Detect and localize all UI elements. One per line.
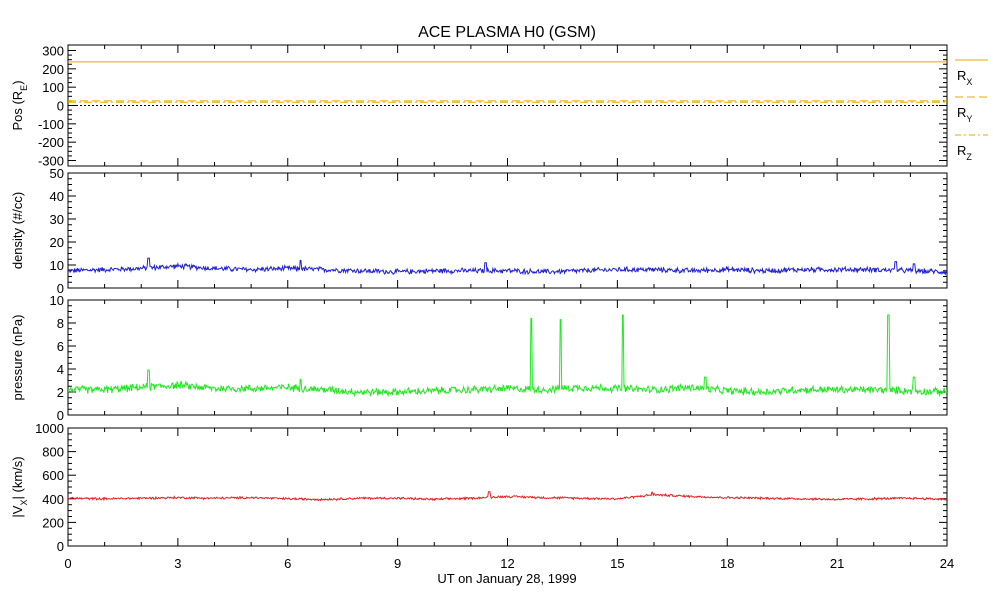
y-tick-label: 200 [42, 62, 64, 77]
panel-frame-position [67, 44, 948, 167]
panel-frame-pressure [67, 299, 948, 416]
y-tick-label: 0 [57, 99, 64, 114]
x-tick-label: 3 [174, 556, 181, 571]
y-tick-label: 50 [50, 166, 64, 181]
x-tick-label: 9 [394, 556, 401, 571]
x-tick-label: 18 [720, 556, 734, 571]
x-tick-label: 0 [64, 556, 71, 571]
x-tick-label: 21 [830, 556, 844, 571]
chart-title: ACE PLASMA H0 (GSM) [418, 24, 596, 41]
legend-label-z: RZ [957, 143, 972, 162]
y-tick-label: 1000 [35, 421, 64, 436]
y-tick-label: 800 [42, 445, 64, 460]
y-tick-label: 20 [50, 235, 64, 250]
y-axis-label-velocity: |VX| (km/s) [10, 456, 29, 517]
y-axis-label-pressure: pressure (nPa) [10, 315, 25, 401]
y-tick-label: 40 [50, 189, 64, 204]
y-tick-label: -100 [38, 117, 64, 132]
legend-layer: RX RY RZ [955, 59, 988, 162]
y-tick-label: 400 [42, 492, 64, 507]
y-axis-label-position: Pos (RE) [10, 80, 29, 130]
y-tick-label: 0 [57, 539, 64, 554]
legend-label-y: RY [957, 105, 972, 124]
panel-frame-velocity [67, 427, 948, 547]
y-tick-label: 300 [42, 44, 64, 59]
panel-pressure: 10 8 6 4 2 0 pressure (nPa) [10, 293, 948, 423]
y-tick-label: 6 [57, 339, 64, 354]
y-axis-label-density: density (#/cc) [10, 192, 25, 269]
x-axis-label: UT on January 28, 1999 [437, 571, 576, 586]
panel-position: 300 200 100 0 -100 -200 -300 Pos (RE) [10, 44, 948, 169]
x-tick-label: 24 [940, 556, 954, 571]
x-tick-label: 15 [610, 556, 624, 571]
y-tick-label: -300 [38, 154, 64, 169]
series-line-density [68, 257, 947, 276]
x-tick-label: 6 [284, 556, 291, 571]
y-tick-label: 2 [57, 385, 64, 400]
series-line-pressure [68, 314, 947, 398]
panel-density: 50 40 30 20 10 0 density (#/cc) [10, 166, 948, 296]
y-tick-label: 10 [50, 293, 64, 308]
y-tick-label: 4 [57, 362, 64, 377]
y-tick-label: 200 [42, 515, 64, 530]
x-tick-label: 12 [500, 556, 514, 571]
y-tick-label: 600 [42, 468, 64, 483]
y-tick-label: 0 [57, 408, 64, 423]
y-tick-label: 0 [57, 281, 64, 296]
y-tick-label: 10 [50, 258, 64, 273]
y-tick-label: 100 [42, 80, 64, 95]
series-line-velocity [68, 491, 947, 502]
y-tick-label: 30 [50, 212, 64, 227]
panel-velocity: 1000 800 600 400 200 0 |VX| (km/s) 0 3 6 9 12 15 18 21… [10, 421, 954, 571]
legend-label-x: RX [957, 68, 972, 87]
y-tick-label: 8 [57, 316, 64, 331]
y-tick-label: -200 [38, 135, 64, 150]
